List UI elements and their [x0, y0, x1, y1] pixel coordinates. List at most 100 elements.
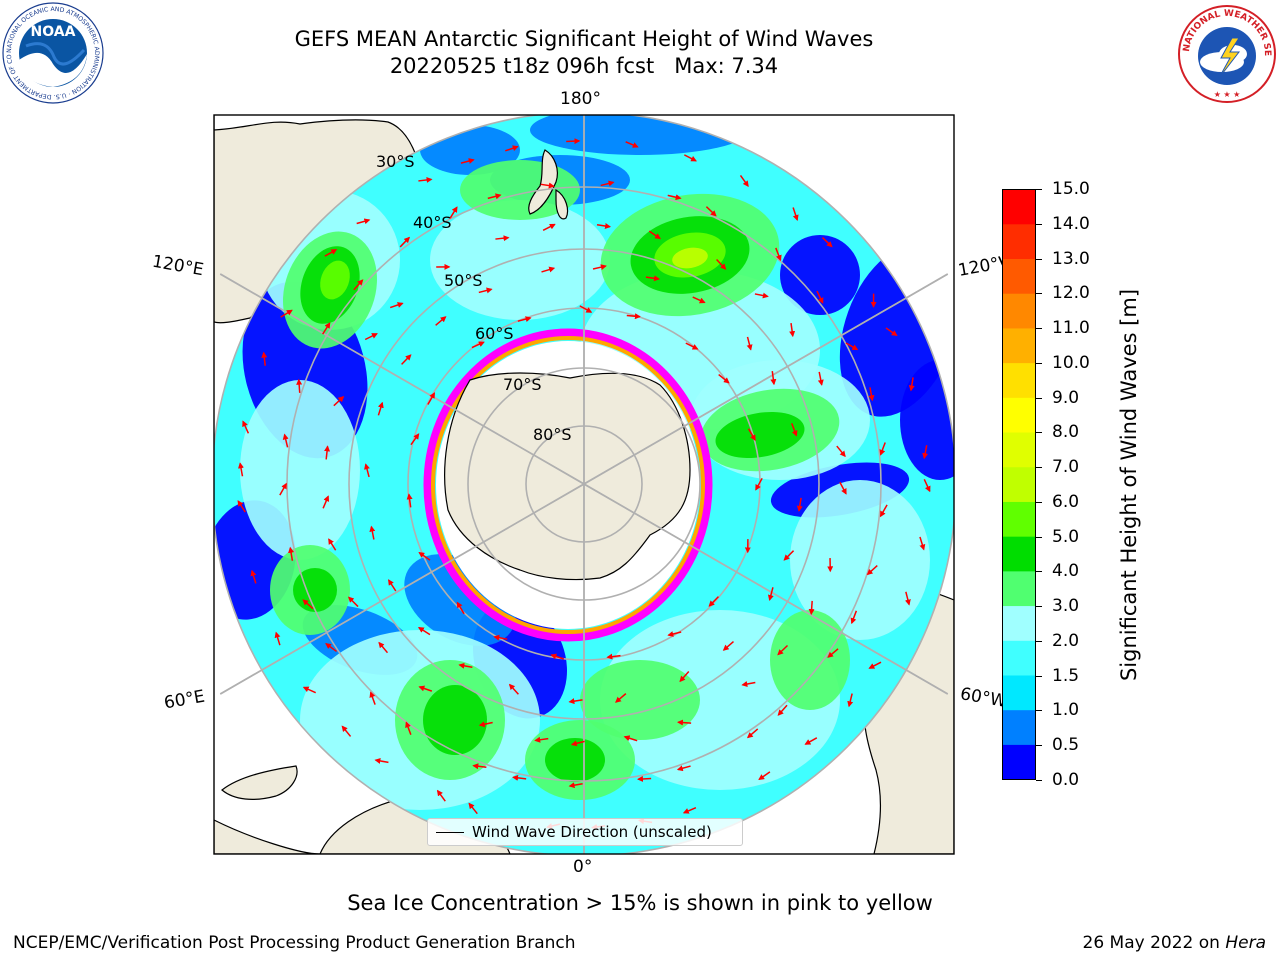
wind-wave-arrow: [747, 428, 756, 441]
wind-wave-arrow: [692, 296, 706, 304]
wind-wave-arrow: [406, 493, 413, 508]
wind-wave-arrow: [261, 351, 268, 366]
wind-wave-arrow: [478, 721, 493, 728]
wind-wave-arrow: [541, 266, 556, 273]
wind-wave-arrow: [487, 193, 502, 200]
colorbar-band: [1002, 466, 1036, 502]
colorbar-tick: [1036, 745, 1042, 747]
wind-wave-arrow: [683, 154, 697, 162]
wind-wave-arrow: [592, 264, 607, 271]
wind-wave-arrow: [754, 292, 769, 299]
wind-wave-arrow: [722, 640, 734, 651]
wind-wave-arrow: [279, 482, 287, 496]
wind-wave-arrow: [708, 596, 719, 607]
wind-wave-arrow: [885, 327, 898, 337]
colorbar-tick: [1036, 501, 1042, 503]
wind-wave-arrow: [322, 495, 330, 509]
wind-wave-arrow: [374, 757, 389, 764]
colorbar-tick: [1036, 328, 1042, 330]
lat-label-60s: 60°S: [475, 324, 514, 343]
wind-wave-arrow: [356, 218, 371, 225]
footer-branch: NCEP/EMC/Verification Post Processing Pr…: [13, 933, 576, 953]
lat-label-80s: 80°S: [533, 425, 572, 444]
wind-wave-arrow: [238, 462, 244, 477]
wind-wave-arrow: [369, 691, 376, 705]
wind-wave-arrow: [405, 721, 412, 735]
wind-wave-arrow: [868, 387, 875, 402]
colorbar-band: [1002, 431, 1036, 468]
colorbar-tick: [1036, 189, 1042, 190]
colorbar-tick-label: 14.0: [1052, 213, 1090, 234]
wind-wave-arrow: [495, 235, 510, 242]
wind-wave-arrow: [436, 789, 446, 802]
wind-wave-arrow: [369, 525, 376, 540]
wind-wave-arrow: [280, 309, 293, 318]
wind-wave-arrow: [850, 610, 858, 625]
colorbar-tick: [1036, 223, 1042, 225]
wind-wave-arrow: [739, 175, 749, 188]
colorbar-band: [1002, 501, 1036, 537]
wind-wave-arrow: [328, 538, 337, 551]
noaa-logo-text: NOAA: [31, 24, 76, 40]
wind-wave-arrow: [596, 223, 612, 229]
wind-wave-arrow: [325, 643, 338, 653]
wind-wave-arrow: [746, 336, 753, 351]
lon-label-180: 180°: [560, 89, 601, 109]
wind-wave-arrow: [746, 728, 759, 739]
footer-date: 26 May 2022 on Hera: [1082, 933, 1267, 953]
colorbar-tick-label: 9.0: [1052, 387, 1080, 408]
wind-wave-arrow: [353, 279, 364, 291]
wind-wave-arrow: [542, 223, 556, 231]
colorbar-tick: [1036, 362, 1042, 364]
wind-wave-arrow: [512, 774, 527, 781]
wind-wave-arrow: [606, 653, 621, 660]
colorbar-band: [1002, 189, 1036, 225]
colorbar-tick: [1036, 640, 1042, 642]
wind-wave-arrow: [879, 504, 888, 518]
wind-wave-arrow: [333, 395, 345, 407]
wind-wave-arrow: [471, 341, 485, 349]
wind-wave-arrow: [377, 401, 384, 416]
wind-wave-arrow: [570, 740, 585, 747]
colorbar-title: Significant Height of Wind Waves [m]: [1117, 288, 1141, 682]
wind-wave-arrow: [505, 145, 519, 152]
wind-wave-arrow: [324, 445, 331, 460]
colorbar-tick: [1036, 536, 1042, 538]
colorbar-band: [1002, 605, 1036, 641]
wind-wave-arrow: [600, 180, 615, 187]
lon-label-0: 0°: [573, 857, 593, 877]
colorbar-tick-label: 7.0: [1052, 457, 1080, 478]
wind-wave-arrow: [626, 313, 641, 320]
wind-wave-arrow: [399, 236, 411, 248]
wind-wave-arrow: [777, 644, 789, 656]
wind-wave-arrow: [922, 445, 929, 460]
legend-line-icon: [436, 831, 464, 833]
footer-machine: Hera: [1225, 933, 1266, 953]
wind-wave-arrow: [550, 653, 565, 660]
colorbar-tick-label: 1.5: [1052, 665, 1080, 686]
wind-wave-arrow: [676, 765, 691, 772]
wind-wave-arrow: [676, 719, 692, 726]
colorbar-tick-label: 0.0: [1052, 770, 1080, 790]
wind-wave-arrow: [322, 322, 331, 335]
wind-wave-arrow: [410, 433, 420, 446]
colorbar-tick-label: 15.0: [1052, 179, 1090, 199]
wind-wave-arrow: [904, 591, 911, 606]
wind-wave-arrow: [478, 287, 493, 294]
map-subtitle: 20220525 t18z 096h fcst Max: 7.34: [389, 54, 779, 78]
colorbar-tick-label: 12.0: [1052, 283, 1090, 304]
wind-wave-arrow: [302, 599, 314, 610]
antarctica: [444, 372, 691, 581]
wind-wave-arrow: [716, 258, 727, 270]
wind-wave-arrow: [456, 601, 465, 615]
lat-label-30s: 30°S: [376, 152, 415, 171]
wind-wave-arrow: [341, 725, 352, 737]
wind-wave-arrow: [783, 550, 795, 561]
wind-wave-arrow: [792, 207, 799, 222]
wind-wave-arrow: [847, 693, 854, 708]
colorbar-band: [1002, 397, 1036, 433]
wind-wave-arrow: [274, 631, 281, 646]
colorbar-tick: [1036, 571, 1042, 573]
colorbar-tick: [1036, 780, 1042, 781]
